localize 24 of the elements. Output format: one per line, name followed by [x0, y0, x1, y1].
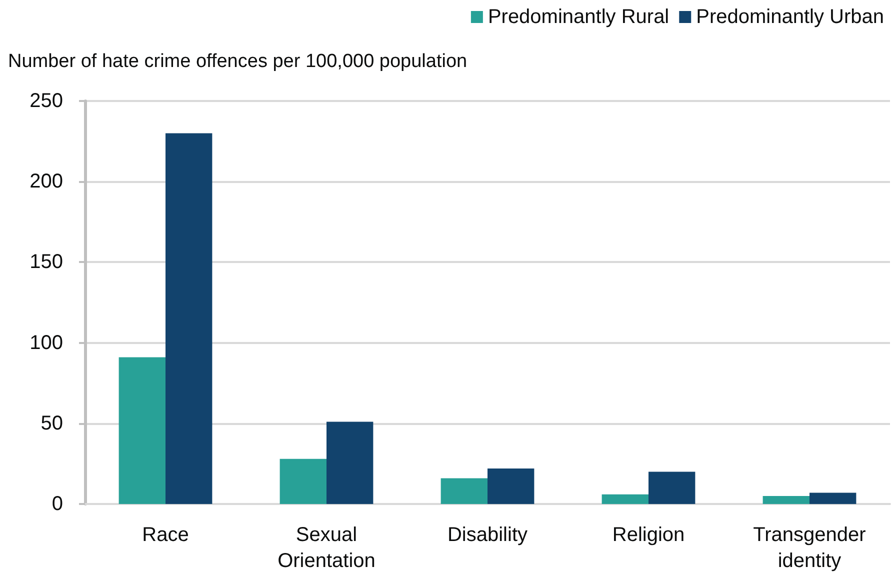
y-tick-label: 200 — [30, 170, 63, 193]
x-tick-label: Religion — [612, 524, 685, 546]
x-tick-label: Sexual Orientation — [278, 524, 376, 572]
bar — [166, 133, 212, 504]
y-tick-label: 150 — [30, 251, 63, 274]
bar — [280, 458, 326, 504]
legend-label: Predominantly Urban — [696, 6, 884, 28]
x-tick-label: Transgender identity — [753, 524, 866, 572]
legend-label: Predominantly Rural — [488, 6, 670, 28]
y-tick-label: 0 — [52, 493, 63, 515]
y-axis-title: Number of hate crime offences per 100,000 population — [8, 51, 468, 72]
bar — [440, 478, 488, 504]
x-tick-label: Race — [142, 524, 189, 546]
y-tick-label: 50 — [40, 412, 63, 434]
bar — [118, 357, 166, 504]
bar — [602, 494, 648, 504]
bar — [762, 496, 810, 504]
y-tick-label: 100 — [30, 332, 63, 354]
y-tick-label: 250 — [30, 90, 63, 112]
x-tick-label: Disability — [447, 524, 528, 546]
bar — [488, 468, 534, 504]
bar — [326, 422, 374, 504]
bar — [648, 472, 696, 504]
bar — [810, 492, 856, 504]
